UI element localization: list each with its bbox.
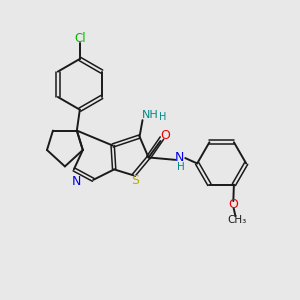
Text: NH: NH — [142, 110, 158, 120]
Text: CH₃: CH₃ — [227, 215, 247, 225]
Text: O: O — [229, 198, 238, 212]
Text: H: H — [178, 162, 185, 172]
Text: N: N — [72, 175, 81, 188]
Text: N: N — [175, 151, 184, 164]
Text: S: S — [131, 174, 139, 187]
Text: H: H — [159, 112, 167, 122]
Text: O: O — [160, 129, 170, 142]
Text: Cl: Cl — [74, 32, 85, 45]
